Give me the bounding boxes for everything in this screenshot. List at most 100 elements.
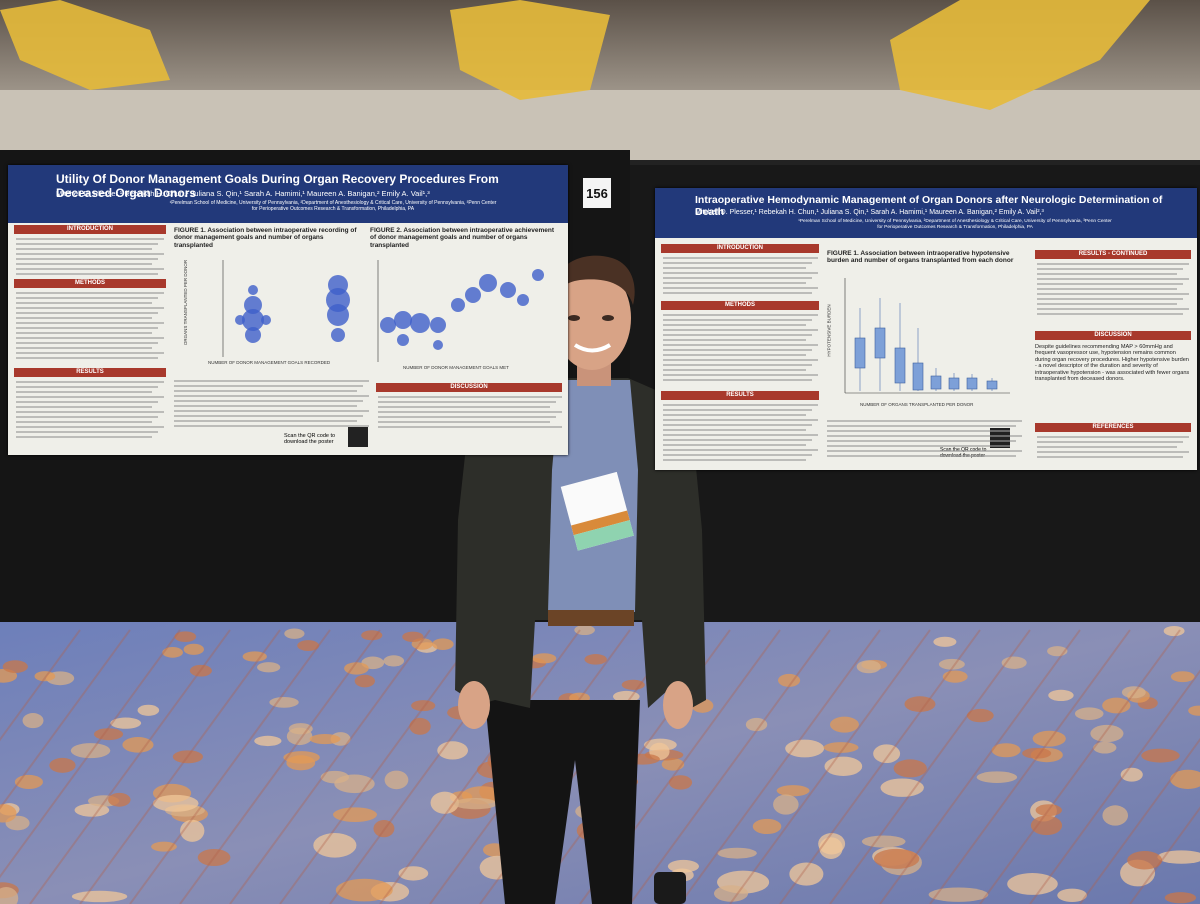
carpet-stripe	[629, 629, 831, 904]
text-line	[16, 426, 164, 428]
text-line	[663, 359, 818, 361]
carpet-spot	[785, 739, 825, 758]
text-line	[663, 409, 812, 411]
hand	[663, 681, 693, 729]
text-line	[663, 364, 812, 366]
carpet-spot	[151, 841, 177, 852]
axis-label: NUMBER OF DONOR MANAGEMENT GOALS MET	[403, 365, 509, 370]
text-line	[663, 459, 806, 461]
carpet-spot	[0, 887, 19, 904]
carpet-spot	[1093, 741, 1117, 754]
carpet-spot	[1127, 851, 1163, 870]
text-line	[16, 292, 164, 294]
text-line	[174, 380, 369, 382]
poster-header: Utility Of Donor Management Goals During…	[8, 165, 568, 223]
text-line	[174, 415, 363, 417]
text-line	[663, 419, 818, 421]
figure-bubble	[397, 334, 409, 346]
figure-bubble	[410, 313, 430, 333]
carpet-spot	[49, 757, 76, 773]
carpet-spot	[183, 643, 204, 655]
discussion-text: Despite guidelines recommending MAP > 60…	[1035, 344, 1190, 383]
figure-bubble	[242, 309, 264, 331]
text-line	[827, 455, 1016, 457]
carpet-spot	[1090, 724, 1124, 743]
text-line	[663, 344, 818, 346]
text-line	[174, 420, 357, 422]
carpet-spot	[1163, 625, 1185, 637]
text-line	[16, 317, 152, 319]
box	[854, 337, 866, 369]
carpet-spot	[254, 735, 282, 747]
text-line	[16, 248, 152, 250]
carpet-spot	[189, 664, 212, 677]
carpet-spot	[297, 640, 320, 652]
axis-label: NUMBER OF ORGANS TRANSPLANTED PER DONOR	[860, 402, 974, 407]
carpet-spot	[752, 818, 782, 835]
text-line	[174, 395, 369, 397]
carpet-spot	[22, 712, 44, 729]
carpet-spot	[789, 862, 824, 886]
carpet-spot	[1032, 730, 1066, 747]
text-line	[174, 400, 363, 402]
text-line	[16, 332, 152, 334]
poster-affiliations: ¹Perelman School of Medicine, University…	[169, 200, 497, 212]
carpet-spot	[713, 885, 749, 902]
carpet-spot	[110, 717, 142, 729]
carpet-spot	[453, 798, 498, 810]
carpet-spot	[1170, 769, 1200, 789]
text-line	[1037, 268, 1183, 270]
carpet-spot	[284, 628, 305, 639]
carpet-stripe	[929, 629, 1131, 904]
text-line	[16, 436, 152, 438]
text-line	[16, 327, 158, 329]
text-line	[16, 342, 158, 344]
text-line	[16, 268, 164, 270]
text-line	[663, 434, 818, 436]
carpet-spot	[174, 631, 197, 643]
section-heading: DISCUSSION	[1035, 331, 1191, 340]
figure-bubble	[430, 317, 446, 333]
carpet-stripe	[29, 629, 231, 904]
face	[553, 266, 631, 370]
text-line	[378, 401, 556, 403]
section-heading: REFERENCES	[1035, 423, 1191, 432]
box	[948, 377, 960, 390]
carpet-spot	[976, 771, 1018, 783]
box	[874, 327, 886, 359]
carpet-spot	[1141, 748, 1180, 763]
text-line	[174, 410, 369, 412]
carpet-spot	[1170, 671, 1195, 683]
text-line	[16, 273, 158, 275]
carpet-spot	[829, 716, 859, 733]
text-line	[16, 322, 164, 324]
text-line	[16, 263, 152, 265]
text-line	[16, 396, 164, 398]
figure-bubble	[245, 327, 261, 343]
box	[986, 380, 998, 390]
carpet-spot	[933, 636, 957, 647]
text-line	[663, 354, 806, 356]
carpet-stripe	[179, 629, 381, 904]
text-line	[663, 329, 818, 331]
carpet-spot	[71, 890, 128, 903]
hand	[458, 681, 490, 729]
box	[930, 375, 942, 390]
carpet-spot	[669, 775, 693, 790]
carpet-spot	[137, 704, 160, 716]
figure-bubble	[380, 317, 396, 333]
text-line	[1037, 308, 1189, 310]
carpet-spot	[108, 792, 131, 807]
figure-bubble	[465, 287, 481, 303]
text-line	[16, 302, 152, 304]
text-line	[663, 282, 806, 284]
text-line	[827, 445, 1010, 447]
carpet-stripe	[1029, 669, 1200, 904]
text-line	[827, 420, 1022, 422]
carpet-stripe	[0, 629, 181, 879]
carpet-spot	[893, 759, 927, 778]
text-line	[16, 243, 158, 245]
carpet-spot	[93, 728, 124, 741]
text-line	[378, 421, 550, 423]
text-line	[378, 416, 556, 418]
